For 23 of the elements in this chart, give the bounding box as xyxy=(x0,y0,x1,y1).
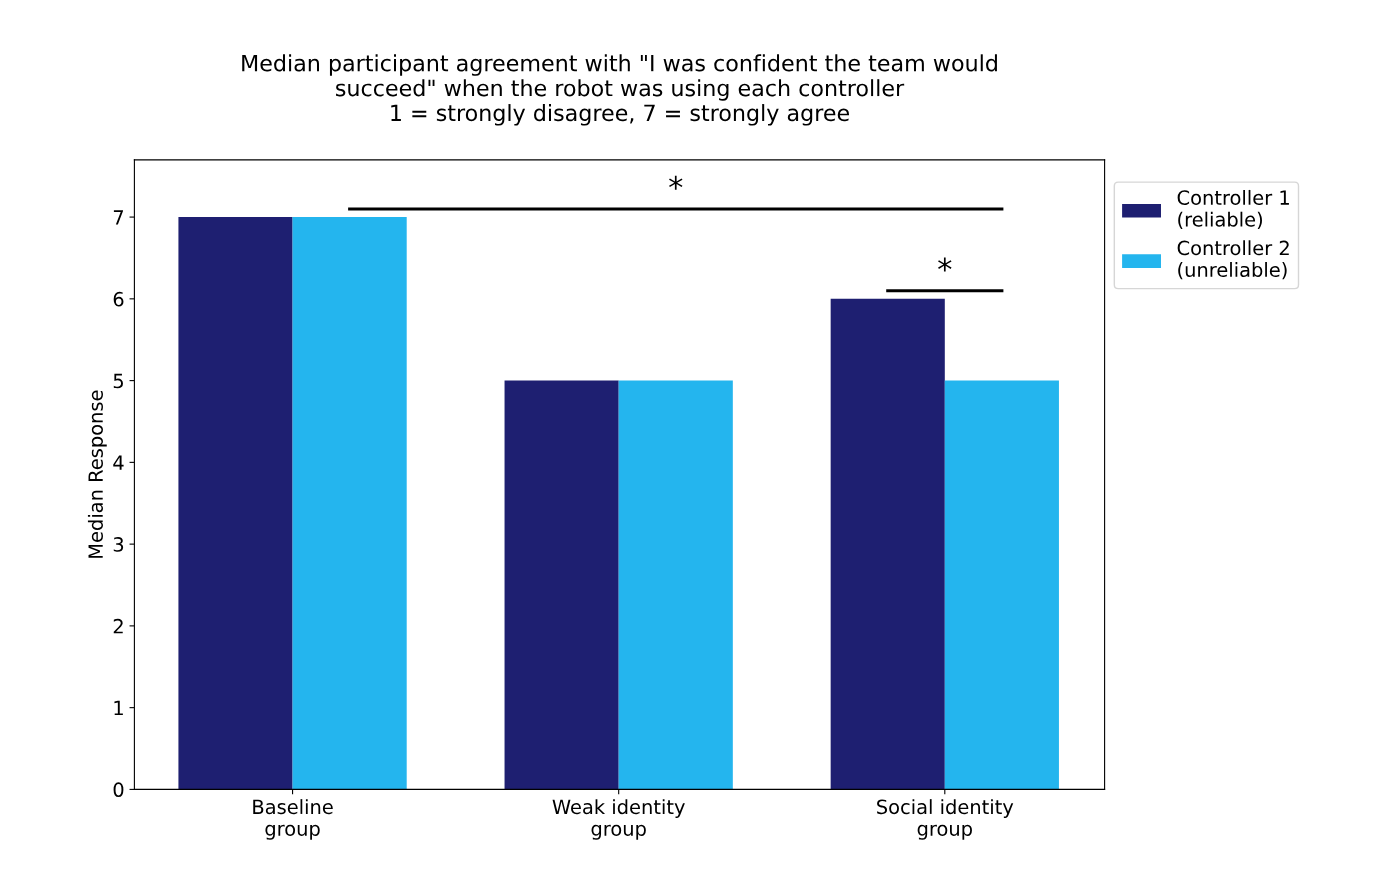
bar xyxy=(178,217,293,790)
bar xyxy=(944,380,1059,790)
legend-label: Controller 2 (unreliable) xyxy=(1177,240,1289,280)
annotation: * xyxy=(669,175,683,190)
chart-title: Median participant agreement with "I was confident the team would succeed" when the robot was using each controller 1 = strongly disagree, 7 = strongly agree xyxy=(242,54,997,126)
y-tick-label: 6 xyxy=(113,291,124,307)
y-tick-label: 7 xyxy=(113,210,124,225)
x-tick-label: Baseline group xyxy=(253,799,333,840)
y-axis-title: Median Response xyxy=(87,390,107,558)
y-tick-label: 4 xyxy=(113,455,124,470)
bar xyxy=(618,380,733,790)
x-tick-label: Weak identity group xyxy=(552,799,685,840)
annotation: * xyxy=(938,257,952,272)
y-tick-label: 3 xyxy=(113,537,124,552)
y-tick-label: 1 xyxy=(114,700,123,716)
x-tick-label: Social identity group xyxy=(877,799,1014,840)
y-tick-label: 2 xyxy=(113,618,123,634)
bar xyxy=(830,298,945,790)
bar xyxy=(504,380,619,790)
bar xyxy=(292,217,407,790)
y-tick-label: 5 xyxy=(113,373,123,389)
y-tick-label: 0 xyxy=(113,782,124,798)
legend-label: Controller 1 (reliable) xyxy=(1177,189,1289,230)
